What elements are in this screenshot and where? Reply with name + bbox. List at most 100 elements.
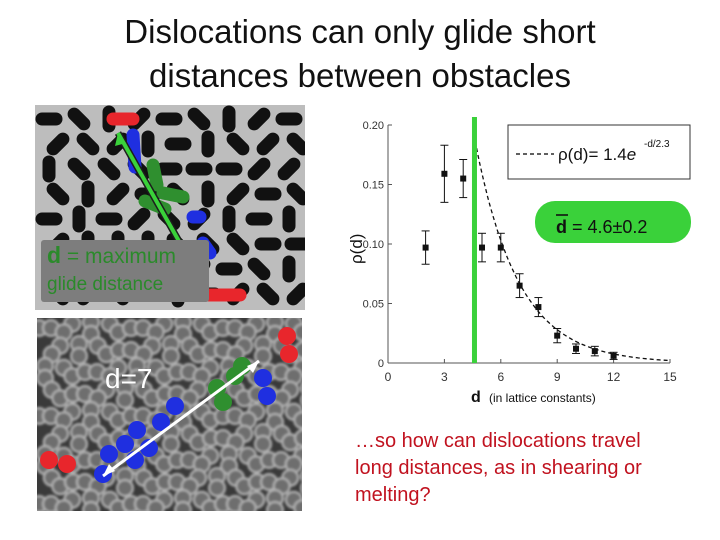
blue-particle [116, 435, 134, 453]
fit-exponent: -d/2.3 [644, 139, 670, 150]
slide-title: Dislocations can only glide short distan… [0, 10, 720, 98]
title-line-1: Dislocations can only glide short [124, 13, 596, 50]
question-text: …so how can dislocations travel long dis… [355, 430, 642, 506]
lattice-dimer [226, 132, 250, 156]
colloid-particle [208, 479, 226, 497]
green-dimer [146, 158, 164, 192]
data-point [422, 244, 429, 251]
lattice-dimer [76, 132, 100, 156]
colloid-particle [300, 394, 302, 406]
x-tick-label: 15 [663, 370, 677, 384]
green-particle [208, 379, 226, 397]
colloid-particle [70, 435, 88, 453]
title-line-2: distances between obstacles [149, 57, 571, 94]
blue-particle [152, 413, 170, 431]
lattice-dimer [286, 132, 305, 156]
colloid-particle [70, 347, 88, 365]
microscopy-image [37, 318, 302, 511]
lattice-dimer [277, 157, 301, 181]
red-particle [280, 345, 298, 363]
colloid-particle [254, 347, 272, 365]
y-tick-label: 0.10 [363, 239, 384, 251]
data-point [460, 175, 467, 182]
lattice-dimer [127, 207, 151, 231]
blue-particle [128, 421, 146, 439]
colloid-particle [300, 482, 302, 494]
colloid-particle [54, 499, 73, 511]
red-particle [278, 327, 296, 345]
x-tick-label: 0 [385, 370, 392, 384]
blue-particle [140, 439, 158, 457]
density-plot: 0 0.05 0.10 0.15 0.20 0 3 6 9 12 15 ρ(d)= 1.4e -d/… [347, 117, 691, 406]
lattice-dimer [256, 282, 280, 306]
red-particle [58, 455, 76, 473]
lattice-dimer [247, 107, 271, 131]
colloid-particle [174, 501, 192, 511]
y-tick-label: 0.15 [363, 180, 384, 192]
d7-label: d=7 [105, 363, 153, 394]
glide-distance-label-box [41, 240, 209, 302]
colloid-particle [146, 499, 165, 511]
glide-arrow [116, 132, 191, 260]
colloid-particle [116, 391, 134, 409]
colloid-particle [300, 382, 302, 394]
colloid-particle [162, 435, 180, 453]
green-particle [214, 393, 232, 411]
x-tick-label: 12 [607, 370, 621, 384]
lattice-dimer [286, 182, 305, 206]
colloid-particle [116, 479, 134, 497]
y-tick-label: 0.20 [363, 120, 384, 132]
lattice-dimer [67, 107, 91, 131]
colloid-particle [254, 435, 272, 453]
lattice-dimer [256, 132, 280, 156]
data-point [516, 282, 523, 289]
mean-d-label: d = 4.6±0.2 [556, 217, 647, 237]
lattice-dimer [226, 182, 250, 206]
colloid-particle [162, 347, 180, 365]
glide-distance-label: d = maximum [47, 241, 176, 271]
lattice-dimer [187, 107, 211, 131]
lattice-dimer [247, 157, 271, 181]
lattice-dimer [46, 132, 70, 156]
mean-d-badge [535, 201, 691, 243]
x-axis-note: (in lattice constants) [489, 391, 596, 405]
data-point [610, 352, 617, 359]
colloid-particle [293, 499, 302, 511]
x-tick-label: 9 [554, 370, 561, 384]
data-point [535, 304, 542, 311]
fit-formula: ρ(d)= 1.4e [558, 145, 636, 164]
data-point [554, 332, 561, 339]
blue-particle [166, 397, 184, 415]
green-dimer [156, 186, 190, 204]
data-point [441, 170, 448, 177]
glide-distance-text: glide distance [47, 274, 164, 295]
data-point [497, 244, 504, 251]
colloid-particle [293, 411, 302, 430]
fit-legend-box [507, 124, 691, 180]
x-tick-label: 3 [441, 370, 448, 384]
colloid-particle [238, 499, 257, 511]
data-point [479, 244, 485, 251]
data-point [573, 345, 579, 352]
blue-particle [100, 445, 118, 463]
lattice-dimer [46, 182, 70, 206]
lattice-dimer [286, 282, 305, 306]
colloid-particle [266, 501, 284, 511]
colloid-particle [300, 470, 302, 482]
colloid-particle [294, 429, 302, 447]
fit-curve [471, 127, 671, 362]
y-axis-label: ρ(d) [347, 234, 366, 264]
lattice-dimer [247, 257, 271, 281]
blue-particle [258, 387, 276, 405]
distance-arrow [102, 359, 260, 478]
blue-particle [254, 369, 272, 387]
y-tick-label: 0 [378, 358, 384, 370]
y-tick-label: 0.05 [363, 299, 384, 311]
colloid-particle [82, 501, 100, 511]
x-axis-label: d [471, 389, 481, 406]
lattice-dimer [106, 182, 130, 206]
lattice-dimer [226, 232, 250, 256]
red-particle [40, 451, 58, 469]
data-point [591, 348, 598, 355]
d-symbol: d [47, 242, 62, 268]
